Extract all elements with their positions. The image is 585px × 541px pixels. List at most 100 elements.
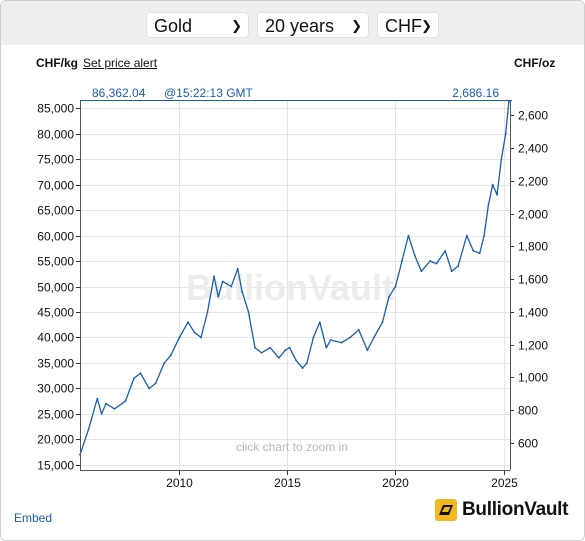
data-point: [277, 357, 280, 359]
x-tick-label: 2025: [491, 476, 518, 490]
data-point: [487, 204, 490, 206]
data-point: [133, 377, 135, 380]
data-point: [96, 397, 99, 400]
y-tick-label-left: 80,000: [37, 128, 74, 142]
data-point: [318, 321, 321, 324]
data-point: [269, 346, 272, 349]
data-point: [366, 349, 369, 352]
y-tick-label-left: 35,000: [37, 357, 74, 371]
data-point: [260, 351, 263, 354]
data-point: [200, 336, 202, 339]
data-point: [301, 367, 304, 369]
data-point: [178, 336, 181, 339]
axes: 15,000 20,000 25,000 30,000 35,000 40,000 45,0…: [37, 101, 548, 490]
data-point: [325, 346, 328, 349]
y-tick-label-left: 50,000: [37, 281, 74, 295]
chevron-down-icon: ❯: [351, 18, 362, 33]
data-point: [394, 285, 397, 288]
watermark: BullionVault: [186, 267, 394, 308]
data-point: [295, 359, 297, 362]
chevron-down-icon: ❯: [231, 18, 242, 33]
data-point: [429, 260, 431, 262]
series-gold: [79, 100, 510, 456]
data-point: [206, 311, 209, 313]
data-point: [87, 428, 90, 431]
data-point: [230, 285, 233, 288]
data-point: [306, 362, 308, 364]
metal-select[interactable]: Gold ❯: [146, 12, 249, 38]
y-tick-label-right: 2,600: [518, 109, 548, 123]
data-point: [373, 336, 375, 339]
data-point: [420, 270, 423, 273]
data-point: [193, 331, 196, 334]
y-tick-label-left: 45,000: [37, 306, 74, 320]
y-tick-label-left: 70,000: [37, 179, 74, 193]
data-point: [388, 295, 390, 298]
data-point: [483, 234, 485, 237]
data-point: [496, 193, 498, 196]
y-tick-label-left: 55,000: [37, 255, 74, 269]
data-point: [381, 321, 384, 324]
data-point: [504, 132, 507, 135]
data-point: [500, 158, 503, 161]
data-point: [148, 387, 151, 390]
data-point: [329, 339, 332, 341]
y-tick-label-left: 75,000: [37, 153, 74, 167]
y-tick-label-left: 40,000: [37, 331, 74, 345]
data-point: [414, 255, 416, 257]
data-point: [508, 100, 510, 103]
data-point: [284, 349, 287, 352]
data-point: [221, 280, 224, 283]
data-point: [163, 362, 166, 364]
y-tick-label-left: 30,000: [37, 382, 74, 396]
chevron-down-icon: ❯: [421, 18, 432, 33]
data-point: [340, 341, 343, 344]
y-tick-label-left: 65,000: [37, 204, 74, 218]
y-tick-label-left: 15,000: [37, 459, 74, 473]
data-point: [288, 346, 291, 349]
y-tick-label-right: 1,800: [518, 240, 548, 254]
data-point: [213, 275, 215, 278]
y-tick-label-right: 1,000: [518, 371, 548, 385]
y-tick-label-left: 20,000: [37, 433, 74, 447]
current-time: @15:22:13 GMT: [164, 86, 254, 100]
data-point: [457, 265, 459, 267]
metal-select-value: Gold: [154, 16, 193, 36]
set-price-alert-link[interactable]: Set price alert: [83, 56, 158, 70]
data-point: [349, 336, 351, 339]
currency-select-value: CHF: [385, 16, 422, 36]
x-tick-label: 2020: [382, 476, 409, 490]
data-point: [472, 249, 475, 252]
data-point: [435, 262, 438, 265]
y-tick-label-right: 1,400: [518, 306, 548, 320]
currency-select[interactable]: CHF ❯: [377, 12, 439, 38]
right-unit-label: CHF/oz: [514, 56, 556, 70]
y-tick-label-right: 2,400: [518, 142, 548, 156]
x-tick-label: 2010: [166, 476, 193, 490]
y-tick-label-right: 1,600: [518, 273, 548, 287]
data-point: [357, 328, 360, 331]
period-select[interactable]: 20 years ❯: [257, 12, 369, 38]
data-point: [241, 290, 244, 293]
brand-name: BullionVault: [462, 499, 569, 520]
bullionvault-logo[interactable]: BullionVault: [434, 497, 568, 523]
data-point: [478, 252, 481, 255]
data-point: [124, 400, 127, 403]
current-price-kg: 86,362.04: [92, 86, 146, 100]
data-point: [450, 270, 453, 273]
embed-link[interactable]: Embed: [14, 511, 53, 525]
period-select-value: 20 years: [265, 16, 335, 36]
data-point: [105, 402, 107, 405]
data-point: [247, 311, 250, 313]
data-point: [139, 372, 142, 375]
y-tick-label-right: 800: [518, 404, 538, 418]
controls-bar: Gold ❯ 20 years ❯ CHF ❯: [1, 1, 584, 45]
price-header-band: [80, 85, 510, 101]
data-point: [312, 336, 315, 339]
data-point: [444, 249, 447, 252]
data-point: [465, 234, 468, 237]
data-point: [254, 346, 256, 349]
y-tick-label-left: 60,000: [37, 230, 74, 244]
data-point: [217, 295, 220, 298]
